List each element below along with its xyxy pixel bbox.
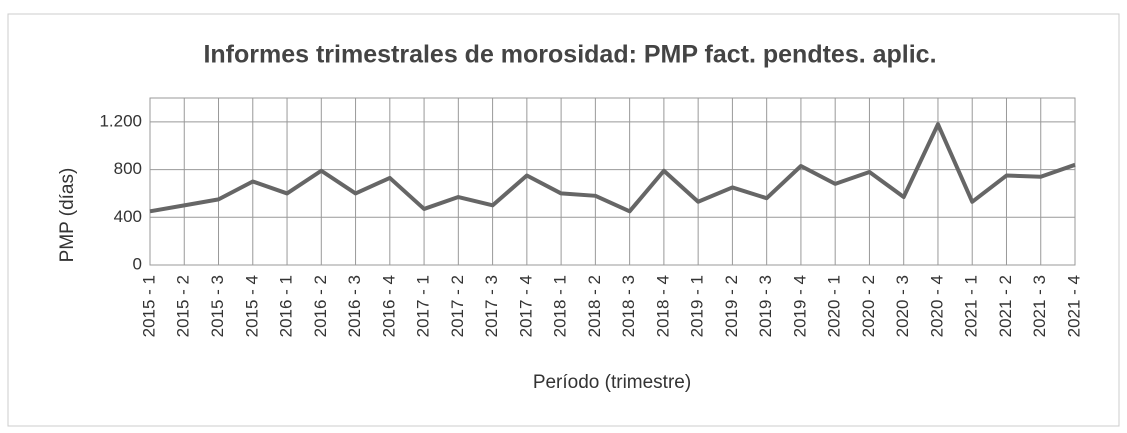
x-tick-label: 2017 - 1 — [414, 275, 433, 337]
x-tick-label: 2018 - 4 — [653, 275, 672, 337]
x-tick-label: 2020 - 3 — [893, 275, 912, 337]
x-tick-label: 2021 - 1 — [962, 275, 981, 337]
x-tick-label: 2021 - 2 — [996, 275, 1015, 337]
x-tick-label: 2020 - 2 — [859, 275, 878, 337]
x-tick-label: 2017 - 3 — [482, 275, 501, 337]
y-tick-label: 1.200 — [99, 111, 142, 130]
y-tick-label: 400 — [114, 207, 142, 226]
x-tick-label: 2017 - 4 — [516, 275, 535, 337]
x-tick-label: 2019 - 4 — [790, 275, 809, 337]
x-tick-label: 2015 - 1 — [139, 275, 158, 337]
chart-frame — [7, 13, 1120, 427]
x-tick-label: 2019 - 2 — [722, 275, 741, 337]
x-tick-label: 2015 - 4 — [242, 275, 261, 337]
x-tick-label: 2018 - 3 — [619, 275, 638, 337]
x-tick-label: 2021 - 4 — [1064, 275, 1083, 337]
x-axis-label: Período (trimestre) — [533, 372, 691, 393]
x-tick-label: 2016 - 2 — [311, 275, 330, 337]
x-tick-label: 2020 - 4 — [927, 275, 946, 337]
y-tick-label: 0 — [133, 254, 142, 273]
x-tick-label: 2020 - 1 — [825, 275, 844, 337]
chart-title: Informes trimestrales de morosidad: PMP … — [203, 41, 936, 69]
x-tick-label: 2018 - 2 — [585, 275, 604, 337]
x-tick-label: 2016 - 4 — [379, 275, 398, 337]
x-tick-label: 2019 - 1 — [688, 275, 707, 337]
x-tick-label: 2017 - 2 — [448, 275, 467, 337]
x-tick-label: 2016 - 1 — [277, 275, 296, 337]
y-tick-label: 800 — [114, 159, 142, 178]
x-tick-label: 2019 - 3 — [756, 275, 775, 337]
x-tick-label: 2016 - 3 — [345, 275, 364, 337]
x-tick-label: 2021 - 3 — [1030, 275, 1049, 337]
x-tick-label: 2018 - 1 — [551, 275, 570, 337]
x-tick-label: 2015 - 2 — [174, 275, 193, 337]
x-tick-label: 2015 - 3 — [208, 275, 227, 337]
y-axis-label: PMP (días) — [57, 168, 78, 263]
data-line — [149, 122, 1076, 214]
